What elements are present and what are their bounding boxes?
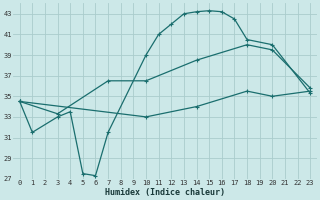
X-axis label: Humidex (Indice chaleur): Humidex (Indice chaleur): [105, 188, 225, 197]
